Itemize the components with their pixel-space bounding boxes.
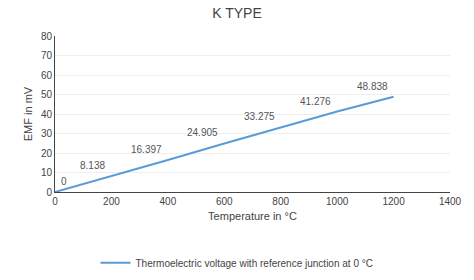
svg-text:K TYPE: K TYPE: [212, 5, 262, 21]
svg-text:200: 200: [103, 196, 120, 207]
svg-text:70: 70: [41, 50, 53, 61]
svg-text:800: 800: [272, 196, 289, 207]
svg-text:41.276: 41.276: [300, 96, 331, 107]
svg-text:50: 50: [41, 89, 53, 100]
svg-text:33.275: 33.275: [244, 111, 275, 122]
svg-text:80: 80: [41, 31, 53, 42]
svg-text:20: 20: [41, 148, 53, 159]
svg-text:16.397: 16.397: [131, 144, 162, 155]
svg-text:Thermoelectric voltage with re: Thermoelectric voltage with reference ju…: [136, 258, 373, 269]
svg-text:48.838: 48.838: [357, 81, 388, 92]
svg-text:1000: 1000: [326, 196, 349, 207]
svg-text:0: 0: [46, 187, 52, 198]
svg-text:0: 0: [61, 176, 67, 187]
svg-text:1200: 1200: [382, 196, 405, 207]
svg-text:400: 400: [160, 196, 177, 207]
svg-text:30: 30: [41, 128, 53, 139]
svg-text:10: 10: [41, 167, 53, 178]
svg-text:0: 0: [52, 196, 58, 207]
svg-text:60: 60: [41, 70, 53, 81]
svg-text:24.905: 24.905: [187, 127, 218, 138]
svg-text:1400: 1400: [439, 196, 462, 207]
svg-text:8.138: 8.138: [80, 160, 105, 171]
svg-text:EMF in mV: EMF in mV: [22, 86, 34, 141]
svg-text:40: 40: [41, 109, 53, 120]
svg-text:600: 600: [216, 196, 233, 207]
svg-text:Temperature in °C: Temperature in °C: [208, 210, 297, 222]
